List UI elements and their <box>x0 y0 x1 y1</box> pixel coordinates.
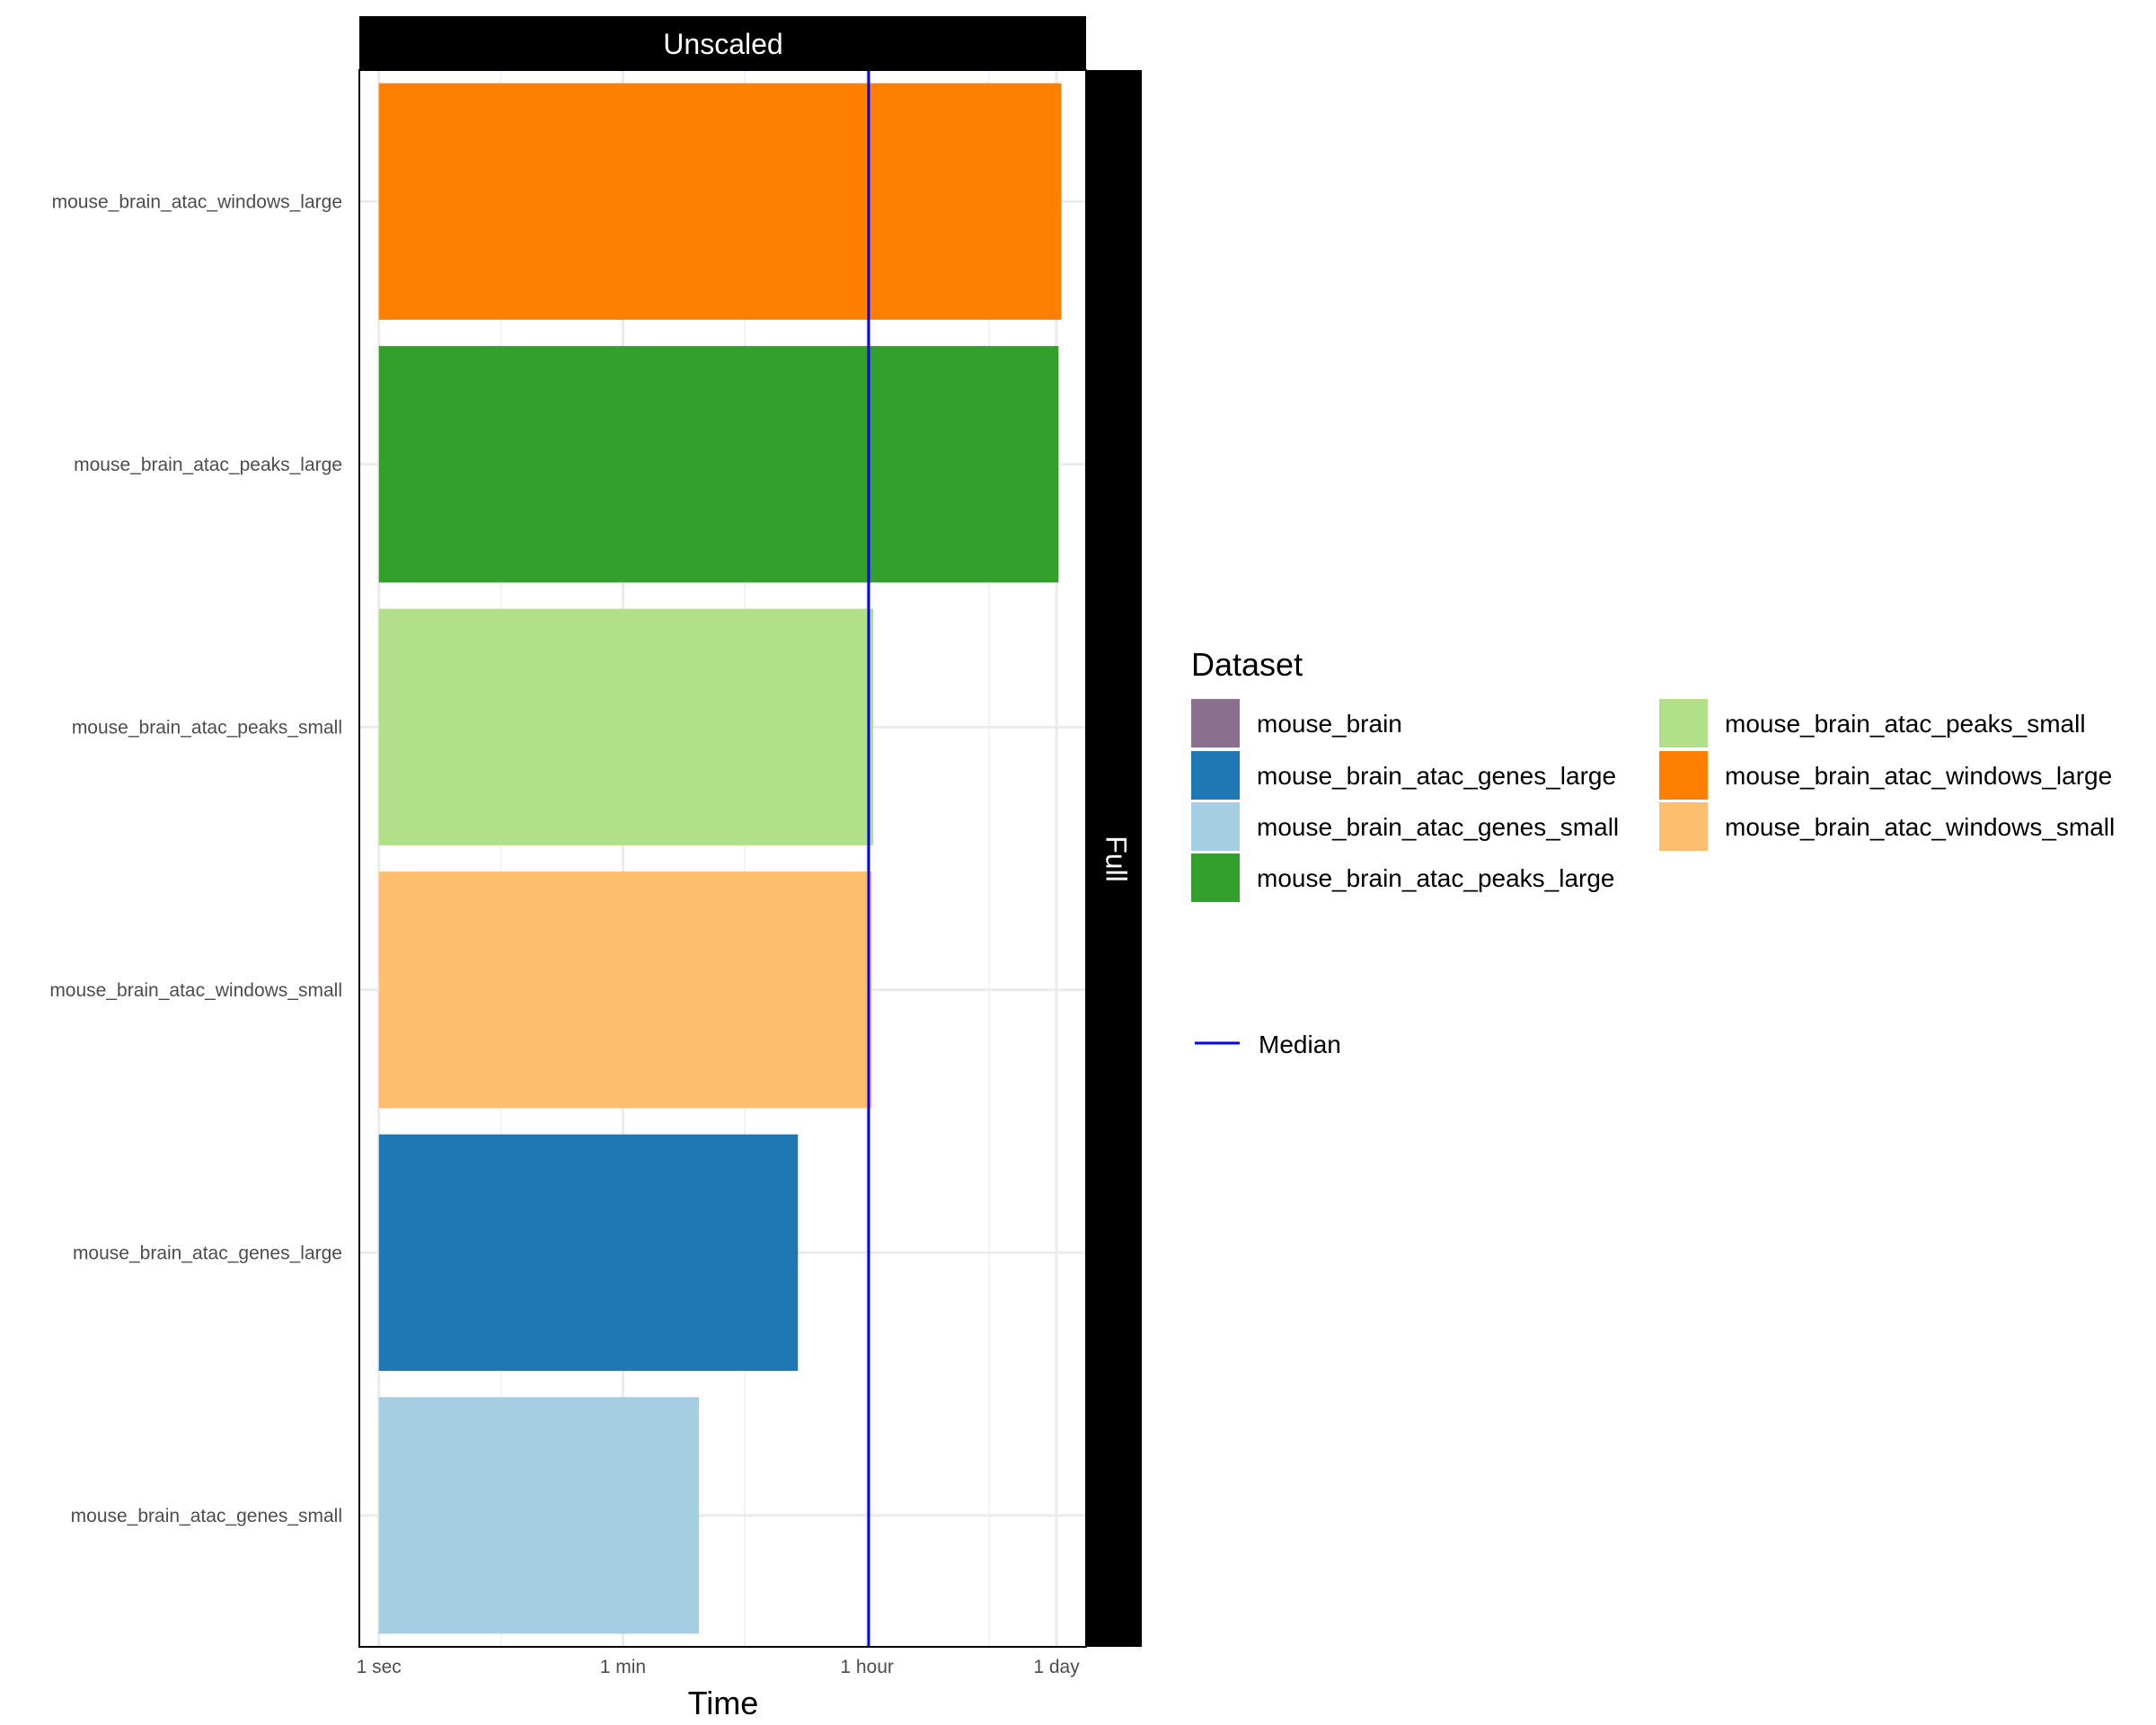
legend-entry: mouse_brain <box>1191 699 1402 748</box>
legend-entry: mouse_brain_atac_peaks_small <box>1659 699 2086 748</box>
y-tick-label: mouse_brain_atac_genes_large <box>73 1243 342 1263</box>
legend-label: mouse_brain_atac_genes_small <box>1257 813 1619 841</box>
legend-entry: mouse_brain_atac_genes_small <box>1191 802 1619 851</box>
legend-swatch <box>1191 802 1240 851</box>
legend-median-label: Median <box>1259 1031 1341 1058</box>
bar-mouse_brain_atac_genes_small <box>378 1397 700 1634</box>
legend-entries: mouse_brainmouse_brain_atac_genes_largem… <box>1191 699 2115 902</box>
bar-mouse_brain_atac_windows_small <box>378 871 872 1109</box>
y-tick-label: mouse_brain_atac_peaks_large <box>74 455 342 475</box>
bar-mouse_brain_atac_peaks_small <box>378 608 874 845</box>
legend-swatch <box>1191 699 1240 748</box>
facet-row-strip <box>1086 70 1142 1647</box>
legend-entry: mouse_brain_atac_genes_large <box>1191 751 1616 800</box>
legend-swatch <box>1659 751 1708 800</box>
x-tick-label: 1 sec <box>357 1657 402 1677</box>
x-tick-label: 1 day <box>1033 1657 1080 1677</box>
legend-label: mouse_brain_atac_genes_large <box>1257 762 1616 790</box>
legend-entry: mouse_brain_atac_peaks_large <box>1191 854 1615 902</box>
x-tick-label: 1 min <box>600 1657 646 1677</box>
bar-mouse_brain_atac_peaks_large <box>378 346 1059 583</box>
legend-label: mouse_brain <box>1257 710 1402 738</box>
x-axis-title: Time <box>688 1685 759 1721</box>
x-axis-tick-labels: 1 sec 1 min 1 hour 1 day <box>357 1657 1081 1677</box>
bar-mouse_brain_atac_windows_large <box>378 83 1062 320</box>
facet-row-label: Full <box>1100 836 1133 882</box>
y-tick-label: mouse_brain_atac_windows_large <box>52 191 342 212</box>
legend-entry: mouse_brain_atac_windows_large <box>1659 751 2112 800</box>
legend-label: mouse_brain_atac_windows_small <box>1725 813 2115 841</box>
legend-label: mouse_brain_atac_peaks_small <box>1725 710 2086 738</box>
facet-column-strip <box>359 16 1086 70</box>
x-tick-label: 1 hour <box>840 1657 894 1677</box>
y-tick-label: mouse_brain_atac_genes_small <box>71 1506 342 1526</box>
legend-swatch <box>1191 751 1240 800</box>
legend-swatch <box>1659 802 1708 851</box>
legend-swatch <box>1659 699 1708 748</box>
legend-swatch <box>1191 854 1240 902</box>
legend-label: mouse_brain_atac_windows_large <box>1725 762 2112 790</box>
y-axis-tick-labels: mouse_brain_atac_windows_large mouse_brai… <box>49 191 342 1526</box>
legend: Dataset mouse_brain mouse_brain_atac_gene… <box>1191 646 2115 1058</box>
facet-column-label: Unscaled <box>663 28 782 60</box>
y-tick-label: mouse_brain_atac_windows_small <box>49 980 342 1001</box>
legend-title: Dataset <box>1191 646 1303 683</box>
bars <box>378 83 1062 1634</box>
bar-mouse_brain_atac_genes_large <box>378 1134 799 1371</box>
legend-entry: mouse_brain_atac_windows_small <box>1659 802 2115 851</box>
y-tick-label: mouse_brain_atac_peaks_small <box>72 717 342 738</box>
legend-label: mouse_brain_atac_peaks_large <box>1257 864 1615 892</box>
